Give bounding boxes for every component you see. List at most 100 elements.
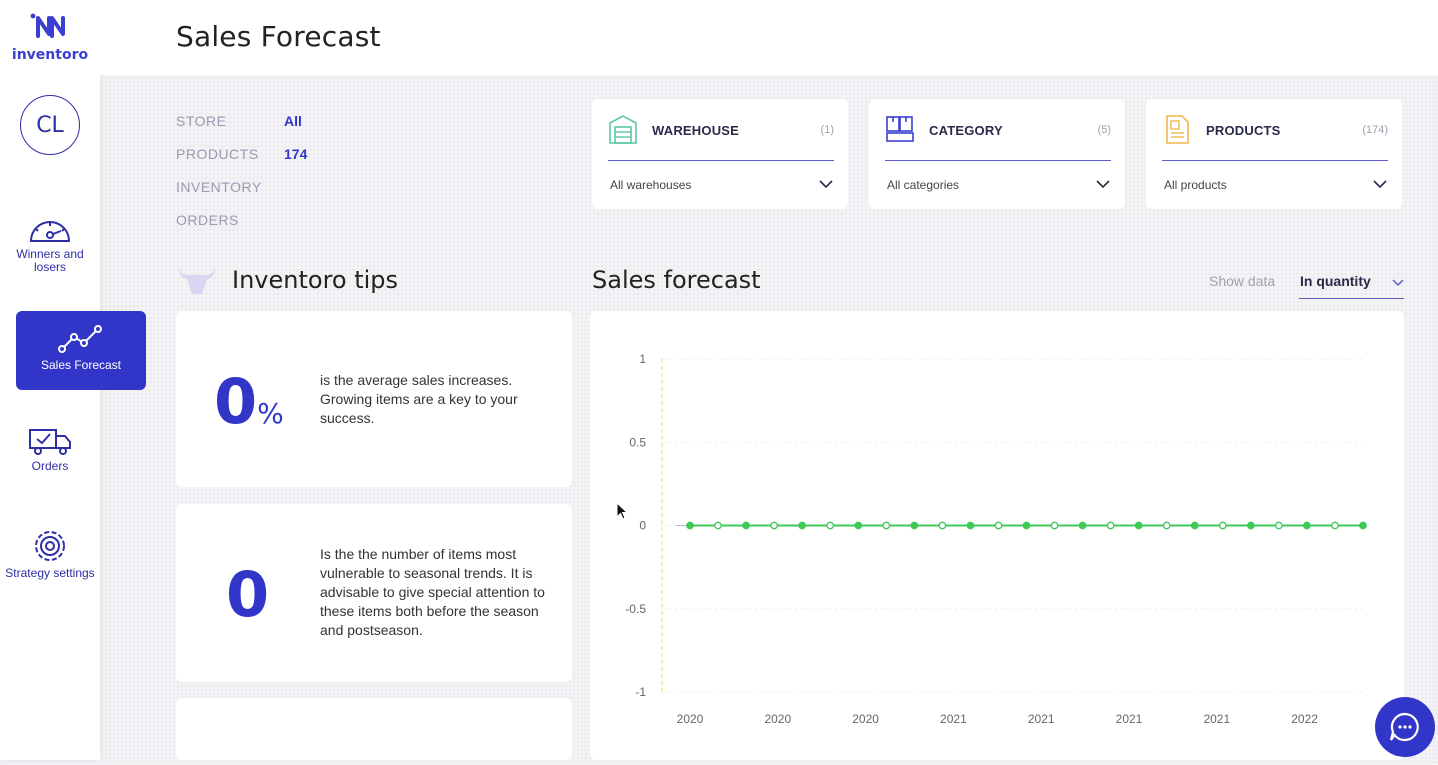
data-point xyxy=(826,521,835,530)
x-tick-label: 2021 xyxy=(1028,712,1055,726)
data-point xyxy=(1218,521,1227,530)
filter-count: (174) xyxy=(1362,124,1388,136)
summary-label-orders: ORDERS xyxy=(176,212,239,228)
show-data-select[interactable]: In quantity xyxy=(1299,270,1404,299)
nav-winners-losers[interactable]: Winners and losers xyxy=(0,213,100,274)
x-tick-label: 2022 xyxy=(1291,712,1318,726)
chevron-down-icon[interactable] xyxy=(818,178,834,190)
data-point xyxy=(966,521,975,530)
tip-card-empty xyxy=(176,698,572,760)
data-point xyxy=(1022,521,1031,530)
x-tick-label: 2021 xyxy=(1203,712,1230,726)
filter-count: (5) xyxy=(1097,124,1111,136)
data-point xyxy=(1303,521,1311,530)
logo-text: inventoro xyxy=(11,47,89,63)
x-tick-label: 2020 xyxy=(852,712,879,726)
nav-label: Sales Forecast xyxy=(40,358,122,372)
products-select-value[interactable]: All products xyxy=(1164,178,1227,192)
chevron-down-icon[interactable] xyxy=(1372,178,1388,190)
chat-button[interactable] xyxy=(1375,697,1435,757)
filter-category[interactable]: CATEGORY (5) All categories xyxy=(869,99,1125,209)
tip-value: 0 xyxy=(226,558,269,631)
chevron-down-icon[interactable] xyxy=(1095,178,1111,190)
gear-icon xyxy=(35,531,65,561)
divider xyxy=(1162,160,1388,161)
nav-strategy-settings[interactable]: Strategy settings xyxy=(0,528,100,580)
inventoro-logo-icon xyxy=(30,13,65,38)
product-document-icon xyxy=(1166,115,1189,144)
mouse-cursor-icon xyxy=(616,502,629,520)
data-point xyxy=(910,521,919,530)
summary-value-store: All xyxy=(284,113,302,129)
data-point xyxy=(686,521,694,530)
speedometer-icon xyxy=(29,221,71,242)
tip-card-seasonal: 0 Is the the number of items most vulner… xyxy=(176,504,572,682)
tip-unit: % xyxy=(257,397,284,430)
data-point xyxy=(854,521,863,530)
bull-icon xyxy=(178,268,216,294)
category-select-value[interactable]: All categories xyxy=(887,178,960,192)
data-point xyxy=(1246,521,1255,530)
x-tick-label: 2020 xyxy=(677,712,704,726)
delivery-truck-icon xyxy=(29,429,71,455)
data-point xyxy=(1331,521,1339,530)
y-tick-label: 0.5 xyxy=(629,435,646,449)
data-point xyxy=(882,521,891,530)
filter-title: WAREHOUSE xyxy=(652,123,740,138)
summary-label-products: PRODUCTS xyxy=(176,146,259,162)
filter-products[interactable]: PRODUCTS (174) All products xyxy=(1146,99,1402,209)
summary-label-inventory: INVENTORY xyxy=(176,179,262,195)
tip-number: 0 xyxy=(214,365,258,438)
x-tick-label: 2020 xyxy=(764,712,791,726)
y-tick-label: 1 xyxy=(639,352,646,366)
x-tick-label: 2021 xyxy=(940,712,967,726)
avatar[interactable]: CL xyxy=(20,95,80,155)
data-point xyxy=(1275,521,1283,530)
show-data-label: Show data xyxy=(1209,273,1276,289)
data-point xyxy=(1078,521,1087,530)
divider xyxy=(885,160,1111,161)
tip-text: Is the the number of items most vulnerab… xyxy=(320,546,545,638)
filter-count: (1) xyxy=(820,124,834,136)
nav-label: Strategy settings xyxy=(5,566,95,580)
filter-warehouse[interactable]: WAREHOUSE (1) All warehouses xyxy=(592,99,848,209)
data-point xyxy=(798,521,807,530)
data-point xyxy=(994,521,1003,530)
data-point xyxy=(770,521,778,530)
data-point xyxy=(938,521,947,530)
summary-label-store: STORE xyxy=(176,113,227,129)
chevron-down-icon xyxy=(1392,279,1404,287)
header: Sales Forecast xyxy=(100,0,1438,75)
trend-line-icon xyxy=(58,325,102,353)
tip-card-growth: 0% is the average sales increases. Growi… xyxy=(176,311,572,487)
divider xyxy=(608,160,834,161)
nav-sales-forecast[interactable]: Sales Forecast xyxy=(16,311,146,390)
y-tick-label: 0 xyxy=(639,519,646,533)
warehouse-select-value[interactable]: All warehouses xyxy=(610,178,692,192)
filter-title: CATEGORY xyxy=(929,123,1003,138)
tips-title: Inventoro tips xyxy=(232,266,399,294)
summary-value-products: 174 xyxy=(284,146,308,162)
y-tick-label: -0.5 xyxy=(625,602,646,616)
nav-label: Orders xyxy=(31,459,69,473)
data-point xyxy=(1359,521,1367,530)
sales-forecast-chart[interactable]: 1 0.5 0 -0.5 -1 2020 2020 2020 2021 2021 2021 2021 2… xyxy=(590,311,1404,760)
boxes-icon xyxy=(886,116,914,142)
data-point xyxy=(1134,521,1143,530)
data-point xyxy=(742,521,750,530)
data-point xyxy=(1162,521,1171,530)
nav-orders[interactable]: Orders xyxy=(0,427,100,473)
x-tick-label: 2021 xyxy=(1116,712,1143,726)
tip-value: 0% xyxy=(214,365,284,438)
data-point xyxy=(1106,521,1115,530)
show-data-value: In quantity xyxy=(1300,273,1371,289)
page-title: Sales Forecast xyxy=(176,20,381,53)
y-tick-label: -1 xyxy=(635,685,646,699)
data-point xyxy=(714,521,722,530)
tip-number: 0 xyxy=(226,558,270,631)
chat-bubble-icon xyxy=(1389,712,1419,742)
nav-label: Winners and losers xyxy=(16,247,84,274)
warehouse-icon xyxy=(609,115,637,144)
logo[interactable]: inventoro xyxy=(0,12,100,63)
chart-card: 1 0.5 0 -0.5 -1 2020 2020 2020 2021 2021 2021 2021 2… xyxy=(590,311,1404,760)
